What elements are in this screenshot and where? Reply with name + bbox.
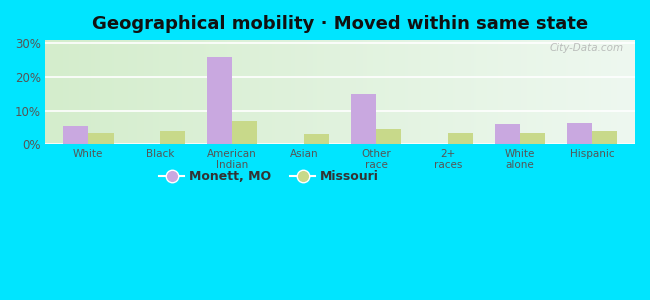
Bar: [448, 133, 473, 144]
Bar: [63, 126, 88, 144]
Bar: [520, 133, 545, 144]
Legend: Monett, MO, Missouri: Monett, MO, Missouri: [155, 165, 384, 188]
Bar: [207, 57, 232, 144]
Bar: [161, 131, 185, 144]
Bar: [567, 122, 592, 144]
Text: City-Data.com: City-Data.com: [549, 43, 623, 53]
Bar: [376, 129, 401, 144]
Bar: [304, 134, 330, 144]
Bar: [495, 124, 520, 144]
Title: Geographical mobility · Moved within same state: Geographical mobility · Moved within sam…: [92, 15, 588, 33]
Bar: [232, 121, 257, 144]
Bar: [351, 94, 376, 144]
Bar: [592, 131, 617, 144]
Bar: [88, 133, 114, 144]
